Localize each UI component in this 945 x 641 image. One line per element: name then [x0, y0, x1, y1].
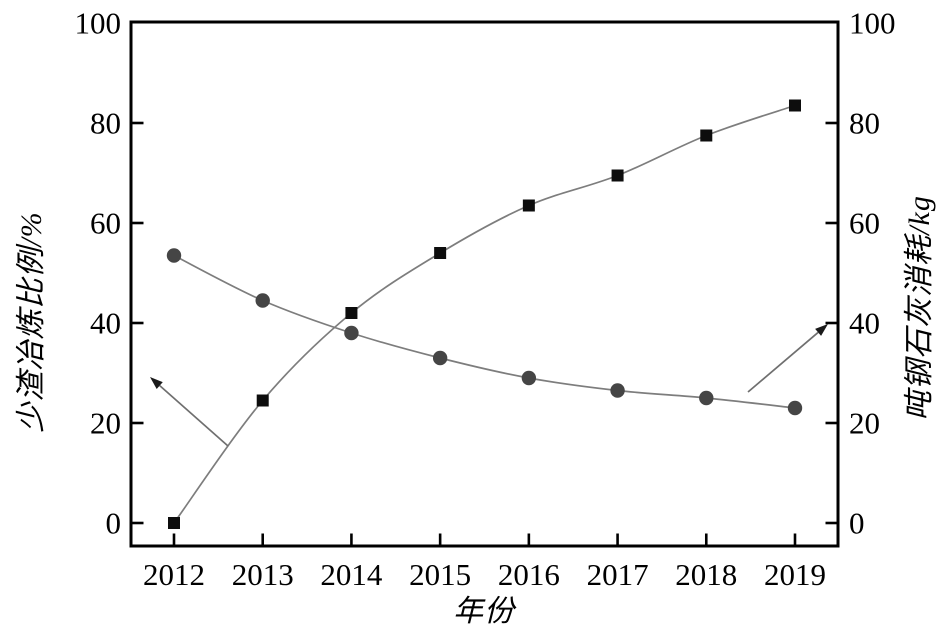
data-point-circle-2017: [610, 383, 625, 398]
left-axis-tick-label-100: 100: [75, 6, 122, 41]
left-axis-arrow-head: [150, 377, 163, 390]
data-point-square-2013: [256, 394, 269, 407]
data-point-circle-2018: [699, 390, 714, 406]
right-axis-tick-label-100: 100: [849, 6, 896, 41]
data-point-square-2018: [700, 129, 713, 142]
right-axis-tick-label-40: 40: [849, 306, 880, 341]
left-axis-tick-label-80: 80: [90, 106, 121, 141]
right-axis-tick-label-20: 20: [849, 406, 880, 441]
data-point-circle-2013: [255, 293, 270, 308]
data-point-square-2016: [522, 199, 535, 212]
left-axis-tick-label-0: 0: [106, 506, 122, 541]
data-point-square-2012: [168, 517, 180, 529]
right-axis-arrow-shaft: [747, 331, 819, 393]
left-axis-tick-label-20: 20: [90, 406, 121, 441]
series-line-circle: [173, 254, 796, 409]
data-point-square-2019: [788, 99, 801, 112]
data-point-circle-2012: [166, 248, 182, 263]
data-point-square-2015: [434, 247, 447, 259]
data-point-circle-2014: [344, 325, 359, 341]
right-axis-arrow-head: [815, 324, 828, 336]
x-axis-tick-label-2014: 2014: [320, 557, 383, 592]
x-axis-tick-label-2012: 2012: [143, 557, 205, 592]
x-axis-tick-label-2017: 2017: [587, 557, 649, 592]
right-axis-tick-label-60: 60: [849, 206, 880, 241]
right-axis-tick-label-0: 0: [849, 506, 865, 541]
right-axis-tick-label-80: 80: [849, 106, 880, 141]
data-point-square-2017: [611, 169, 624, 182]
x-axis-tick-label-2013: 2013: [232, 557, 294, 592]
x-axis-tick-label-2015: 2015: [409, 557, 471, 592]
left-axis-tick-label-60: 60: [90, 206, 121, 241]
x-axis-tick-label-2018: 2018: [675, 557, 737, 592]
plot-frame: [129, 20, 840, 548]
series-line-square: [173, 104, 796, 524]
right-axis-title: 吨钢石灰消耗/kg: [903, 195, 936, 421]
x-axis-title: 年份: [453, 595, 515, 628]
data-point-circle-2019: [787, 400, 803, 416]
data-point-circle-2016: [521, 370, 537, 386]
data-point-square-2014: [345, 307, 358, 319]
x-axis-tick-label-2019: 2019: [764, 557, 826, 592]
left-axis-title: 少渣冶炼比例/%: [15, 211, 48, 433]
left-axis-tick-label-40: 40: [90, 306, 121, 341]
data-point-circle-2015: [432, 350, 448, 366]
left-axis-arrow-shaft: [159, 384, 229, 447]
x-axis-tick-label-2016: 2016: [498, 557, 560, 592]
